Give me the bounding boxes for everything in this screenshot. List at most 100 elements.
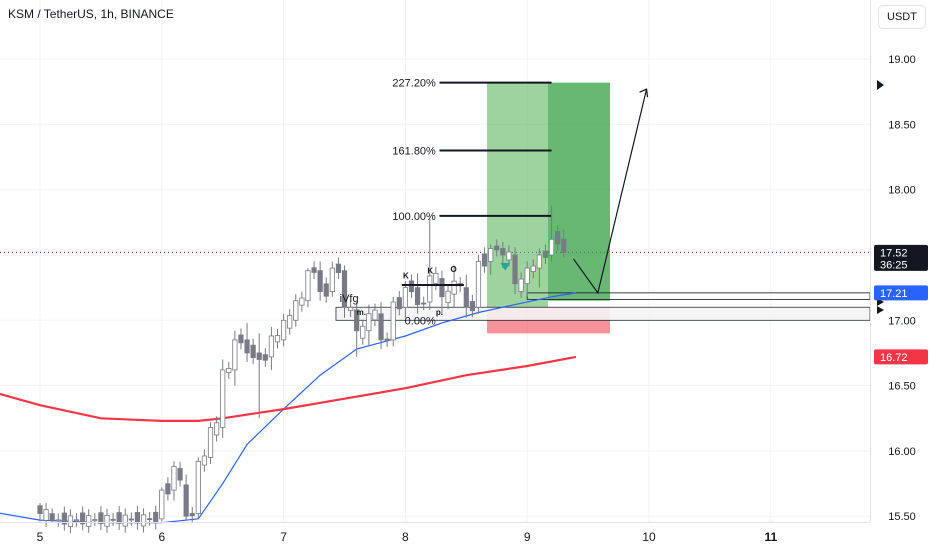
fib-label: 100.00% <box>392 211 436 223</box>
range-marker-lower <box>877 306 884 314</box>
candle-body <box>536 254 542 269</box>
y-tick-label: 18.00 <box>888 185 916 197</box>
candle-body <box>414 287 421 306</box>
chart-title: KSM / TetherUS, 1h, BINANCE <box>8 7 174 21</box>
candle-body <box>329 267 335 292</box>
y-tick-label: 15.50 <box>888 511 916 523</box>
candle-body <box>506 251 512 261</box>
candle-body <box>427 275 433 303</box>
annotation-o: O <box>450 265 456 274</box>
candle-body <box>274 335 281 343</box>
projection-path <box>572 88 648 295</box>
annotation-ivfg: iVfg <box>340 293 359 305</box>
candle-body <box>500 248 506 256</box>
blue-ma-badge <box>874 285 928 301</box>
candle-body <box>201 455 208 466</box>
candle-body <box>73 519 80 522</box>
candle-body <box>171 466 177 491</box>
candle-body <box>305 270 311 302</box>
candle-body <box>494 245 500 251</box>
x-tick-label: 10 <box>642 530 656 544</box>
candle-body <box>214 422 220 436</box>
candle-body <box>244 339 250 354</box>
annotation-p: p. <box>436 308 443 317</box>
candle-body <box>256 352 262 360</box>
y-tick-label: 18.50 <box>888 119 916 131</box>
time-axis[interactable]: 5 6 7 8 9 10 11 <box>37 530 778 544</box>
x-tick-label: 6 <box>158 530 165 544</box>
candle-body <box>122 514 128 527</box>
candle-body <box>116 512 122 524</box>
candle-body <box>147 518 153 521</box>
y-tick-label: 17.00 <box>888 315 916 327</box>
candle-body <box>226 368 232 373</box>
candle-body <box>189 513 195 517</box>
candle-body <box>341 270 348 308</box>
annotation-k1: K <box>403 272 409 281</box>
candle-body <box>408 280 415 293</box>
candle-body <box>140 514 147 527</box>
candle-body <box>311 267 317 273</box>
candle-body <box>378 313 384 341</box>
candle-body <box>463 287 469 308</box>
candle-body <box>323 283 329 297</box>
candles <box>37 205 567 534</box>
candle-body <box>98 512 104 525</box>
candle-body <box>232 339 238 371</box>
candle-body <box>61 512 67 525</box>
candle-body <box>165 483 171 495</box>
candle-body <box>396 297 402 310</box>
candle-body <box>512 254 518 285</box>
candle-body <box>159 489 165 520</box>
candle-body <box>250 344 256 359</box>
x-tick-label: 7 <box>280 530 287 544</box>
candle-body <box>67 515 74 527</box>
candle-body <box>207 426 214 458</box>
annotation-k2: K <box>427 266 433 275</box>
x-tick-label: 8 <box>402 530 409 544</box>
candle-body <box>488 248 494 262</box>
currency-button[interactable]: USDT <box>878 5 926 29</box>
candle-body <box>335 263 342 273</box>
fib-label: 161.80% <box>392 146 436 158</box>
candle-body <box>49 513 55 521</box>
target-zone-right <box>547 82 611 301</box>
candle-body <box>354 309 360 332</box>
candle-body <box>177 468 183 481</box>
candle-body <box>524 267 530 285</box>
candle-body <box>195 460 201 514</box>
candle-body <box>134 512 141 524</box>
candle-body <box>287 315 293 329</box>
y-tick-label: 19.00 <box>888 54 916 66</box>
candle-body <box>555 231 561 245</box>
blue-ma-value: 17.21 <box>880 288 908 300</box>
x-tick-label: 9 <box>524 530 531 544</box>
candle-body <box>530 265 536 272</box>
candle-body <box>542 250 549 258</box>
x-tick-label: 5 <box>37 530 44 544</box>
candle-body <box>128 518 134 521</box>
candle-body <box>366 313 372 332</box>
candle-body <box>372 309 378 321</box>
last-price-countdown: 36:25 <box>880 259 908 271</box>
y-tick-label: 16.50 <box>888 381 916 393</box>
candle-body <box>104 514 110 527</box>
fib-levels: 227.20% 161.80% 100.00% 0.00% <box>392 78 552 327</box>
candle-body <box>384 338 390 341</box>
candle-body <box>55 519 61 522</box>
candle-body <box>43 509 49 521</box>
last-price-badge <box>874 244 928 271</box>
candle-body <box>439 278 445 298</box>
candle-body <box>293 300 299 321</box>
projection-arrow-head <box>639 88 649 98</box>
candle-body <box>469 301 475 312</box>
candle-body <box>402 287 409 308</box>
candle-body <box>548 238 555 256</box>
candle-body <box>421 302 427 305</box>
fib-label: 227.20% <box>392 78 436 90</box>
candle-body <box>220 369 226 428</box>
signal-triangle <box>500 262 511 271</box>
annotation-m: m. <box>357 308 366 317</box>
